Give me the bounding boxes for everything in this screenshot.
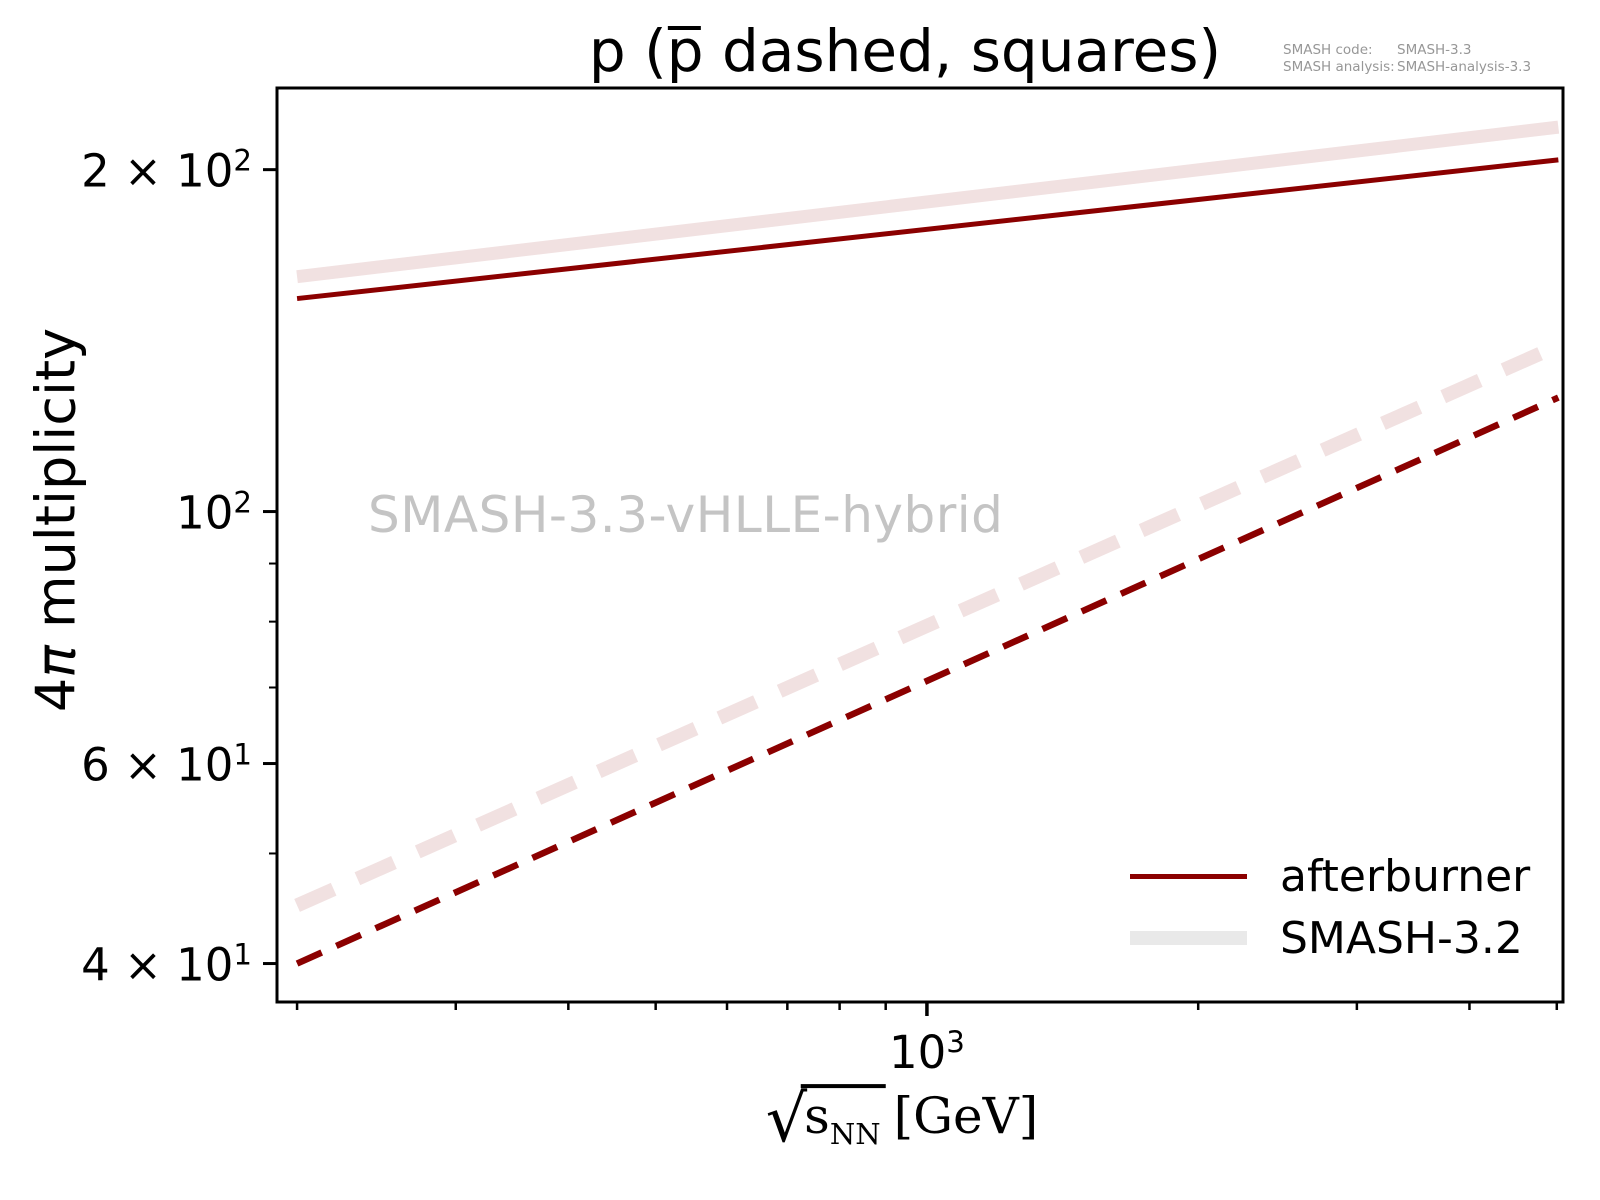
axes-spines — [275, 86, 1565, 1004]
y-axis-label-text: multiplicity — [24, 327, 88, 646]
y-axis-label-number: 4 — [24, 677, 88, 713]
annotation-label: SMASH code: — [1283, 42, 1373, 58]
series-line — [294, 339, 1562, 912]
x-axis-label: √sNN [GeV] — [766, 1084, 1039, 1152]
chart-title: p (p dashed, squares) — [589, 18, 1221, 85]
legend: afterburner SMASH-3.2 — [1130, 845, 1530, 969]
annotation-value: SMASH-analysis-3.3 — [1397, 59, 1532, 75]
title-prefix: p ( — [588, 17, 667, 85]
x-axis-label-var: s — [804, 1087, 830, 1146]
legend-line-smash32 — [1130, 931, 1247, 945]
legend-entry-smash32: SMASH-3.2 — [1130, 907, 1530, 969]
legend-label: SMASH-3.2 — [1280, 912, 1523, 964]
x-axis-label-subscript: NN — [829, 1117, 881, 1152]
legend-entry-afterburner: afterburner — [1130, 845, 1530, 907]
annotation-value: SMASH-3.3 — [1397, 42, 1472, 58]
title-suffix: dashed, squares) — [703, 17, 1222, 85]
series-line — [296, 120, 1560, 284]
version-annotation: SMASH code: SMASH-3.3 SMASH analysis: SM… — [1283, 42, 1531, 76]
pi-symbol: π — [24, 645, 88, 678]
legend-label: afterburner — [1280, 850, 1531, 902]
series-line — [295, 394, 1560, 967]
x-axis-label-radicand: sNN — [801, 1084, 886, 1152]
x-axis-label-unit: [GeV] — [893, 1087, 1039, 1146]
title-pbar: p — [666, 17, 704, 85]
legend-line-afterburner — [1130, 873, 1247, 879]
watermark: SMASH-3.3-vHLLE-hybrid — [368, 486, 1004, 544]
annotation-label: SMASH analysis: — [1283, 59, 1395, 75]
sqrt-symbol: √ — [765, 1081, 807, 1157]
y-axis-label: 4π multiplicity — [25, 328, 88, 712]
series-line — [296, 157, 1559, 302]
